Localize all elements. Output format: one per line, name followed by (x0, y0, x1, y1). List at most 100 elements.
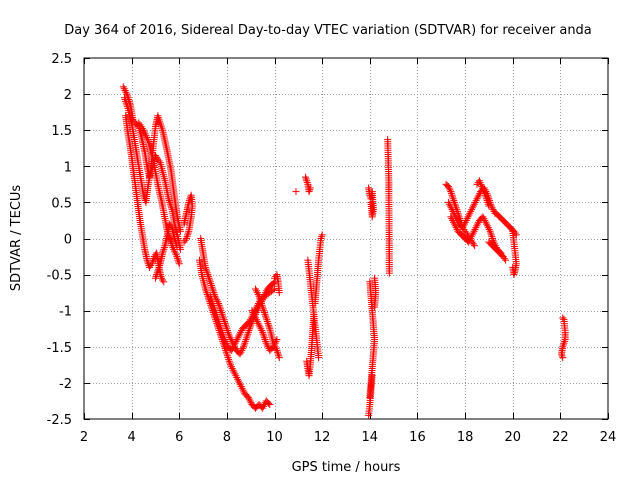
data-point-marker (243, 332, 251, 340)
data-point-marker (207, 280, 215, 288)
data-point-marker (148, 260, 156, 268)
data-point-marker (239, 386, 247, 394)
data-point-marker (238, 384, 246, 392)
data-point-marker (246, 316, 254, 324)
data-point-marker (206, 292, 214, 300)
data-points (119, 83, 569, 419)
data-point-marker (153, 269, 161, 277)
data-point-marker (209, 287, 217, 295)
data-point-marker (561, 336, 569, 344)
data-point-marker (472, 197, 480, 205)
data-point-marker (265, 323, 273, 331)
data-point-marker (466, 235, 474, 242)
x-tick-label: 16 (409, 430, 426, 445)
data-point-marker (214, 316, 222, 324)
data-point-marker (224, 328, 232, 336)
data-point-marker (234, 375, 242, 383)
data-point-marker (237, 383, 245, 391)
data-point-marker (209, 299, 217, 307)
data-point-marker (246, 325, 254, 333)
data-point-marker (206, 276, 214, 284)
data-point-marker (481, 191, 489, 199)
data-point-marker (212, 310, 220, 318)
data-point-marker (241, 337, 249, 345)
data-point-marker (240, 341, 248, 349)
data-point-marker (500, 254, 508, 262)
data-point-marker (175, 260, 183, 268)
data-point-marker (483, 222, 491, 230)
data-point-marker (558, 352, 566, 360)
data-point-marker (175, 258, 183, 266)
data-point-marker (447, 213, 455, 221)
data-point-marker (235, 379, 243, 387)
data-point-marker (143, 256, 151, 264)
data-point-marker (203, 290, 211, 298)
data-point-marker (482, 218, 490, 226)
data-point-marker (210, 305, 218, 313)
data-point-marker (302, 175, 310, 183)
data-point-marker (123, 92, 131, 100)
data-point-marker (203, 267, 211, 275)
data-point-marker (243, 334, 251, 342)
data-point-marker (444, 198, 452, 206)
data-point-marker (217, 307, 225, 315)
data-point-marker (261, 290, 269, 298)
data-point-marker (479, 184, 487, 192)
data-point-marker (487, 229, 495, 237)
data-point-marker (462, 216, 470, 224)
data-point-marker (466, 209, 474, 217)
data-point-marker (470, 200, 478, 208)
data-point-marker (259, 305, 267, 313)
data-point-marker (136, 121, 144, 129)
data-point-marker (265, 399, 273, 407)
data-point-marker (252, 305, 260, 313)
data-point-marker (273, 336, 281, 344)
data-point-marker (449, 216, 457, 224)
data-point-marker (228, 364, 236, 372)
data-point-marker (489, 206, 497, 214)
data-point-marker (252, 316, 260, 324)
data-point-marker (260, 309, 268, 317)
data-point-marker (172, 240, 180, 248)
data-point-marker (447, 189, 455, 197)
data-point-marker (512, 231, 520, 239)
data-point-marker (220, 316, 228, 324)
data-point-marker (479, 186, 487, 194)
y-tick-label: -2.5 (47, 413, 72, 428)
data-point-marker (122, 88, 130, 96)
data-point-marker (215, 299, 223, 307)
data-point-marker (212, 309, 220, 317)
data-point-marker (471, 225, 479, 233)
data-point-marker (218, 328, 226, 336)
data-point-marker (210, 289, 218, 297)
data-point-marker (559, 354, 567, 362)
data-point-marker (207, 294, 215, 302)
data-point-marker (473, 222, 481, 230)
data-point-marker (154, 265, 162, 273)
data-point-marker (248, 307, 256, 315)
data-point-marker (445, 200, 453, 208)
data-point-marker (450, 198, 458, 206)
data-point-marker (250, 310, 258, 318)
data-point-marker (306, 184, 314, 192)
data-point-marker (206, 278, 214, 286)
data-point-marker (141, 130, 149, 138)
data-point-marker (174, 256, 182, 264)
data-point-marker (173, 242, 181, 250)
data-point-marker (231, 370, 239, 378)
data-point-marker (182, 235, 190, 242)
data-point-marker (460, 220, 468, 228)
data-point-marker (485, 202, 493, 210)
data-point-marker (262, 314, 270, 322)
data-point-marker (221, 336, 229, 344)
y-tick-label: 0.5 (51, 196, 72, 211)
data-point-marker (371, 303, 379, 311)
data-point-marker (253, 303, 261, 311)
data-point-marker (137, 123, 145, 131)
data-point-marker (121, 96, 129, 104)
data-point-marker (233, 336, 241, 344)
data-point-marker (460, 222, 468, 230)
data-point-marker (468, 206, 476, 214)
data-point-marker (269, 279, 277, 287)
